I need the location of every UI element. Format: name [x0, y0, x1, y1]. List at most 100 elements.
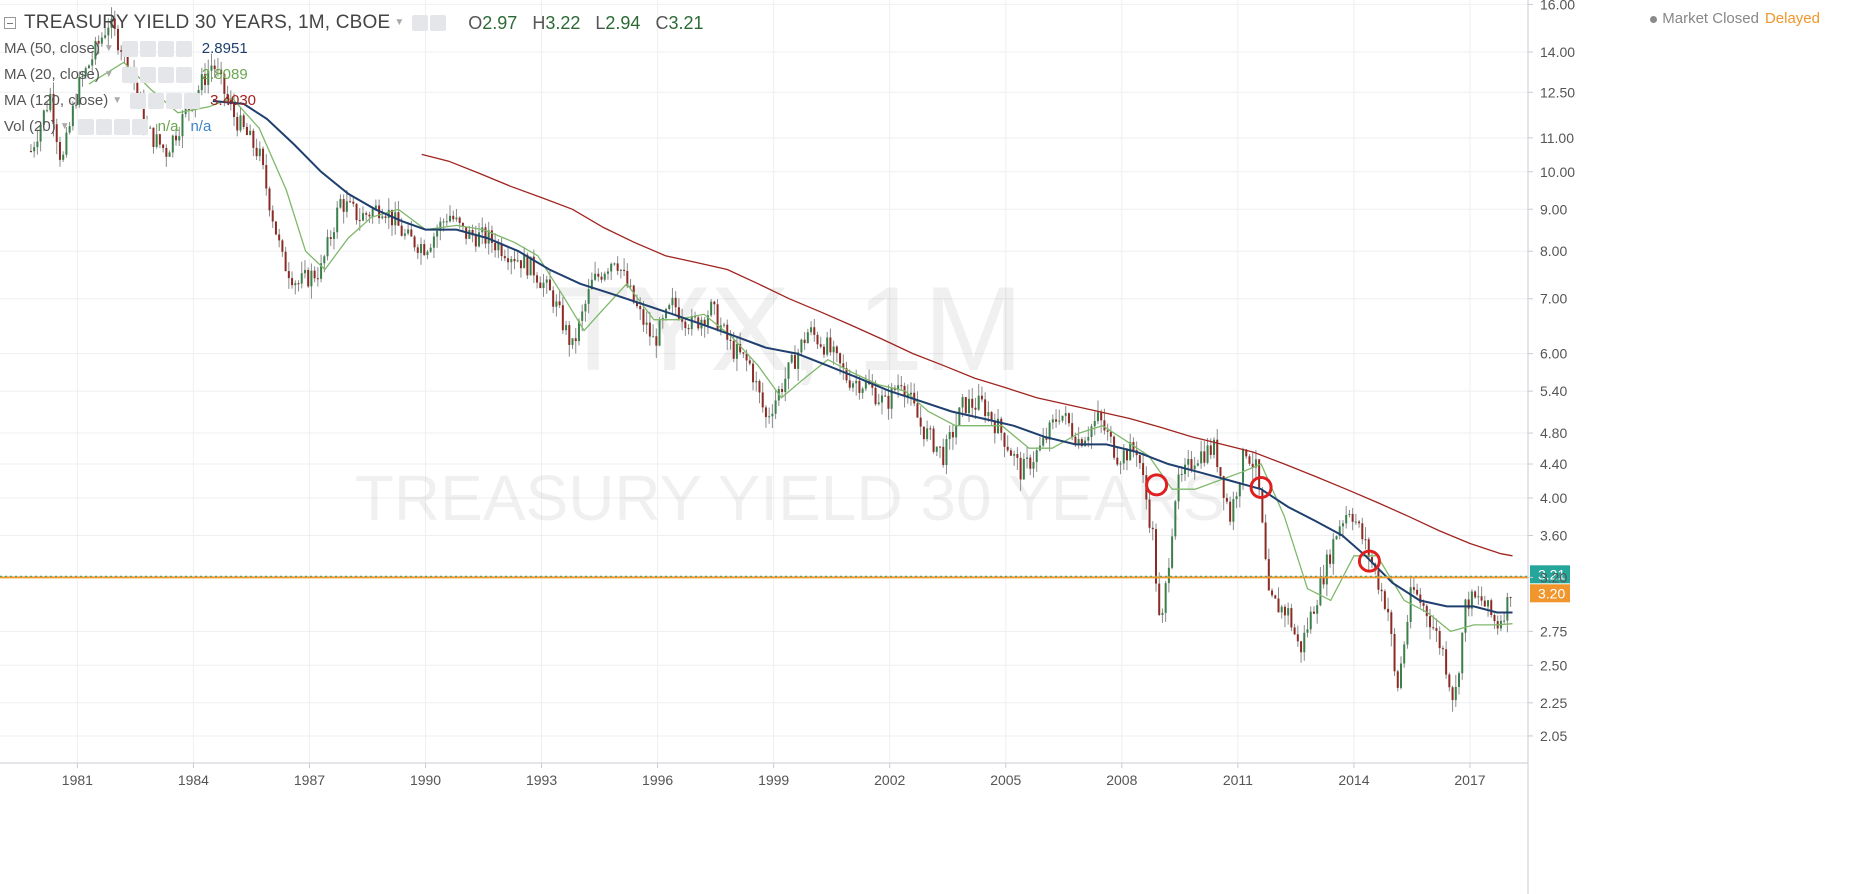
candle-body — [97, 40, 100, 44]
eye-icon[interactable] — [121, 67, 138, 83]
candle-body — [1093, 421, 1096, 427]
indicator-ma120[interactable]: MA (120, close) ▼ 3.4030 — [4, 88, 704, 114]
horizontal-lines: 3.213.20 — [0, 565, 1570, 603]
candle-body — [961, 397, 964, 408]
candle-body — [1274, 595, 1277, 599]
candle-body — [1319, 576, 1322, 606]
settings-icon[interactable] — [139, 67, 156, 83]
x-tick-label: 2002 — [874, 772, 905, 788]
candle-body — [1219, 467, 1222, 477]
settings-icon[interactable] — [95, 119, 112, 135]
candle-body — [484, 227, 487, 244]
plus-icon[interactable] — [157, 41, 174, 57]
candle-body — [436, 230, 439, 237]
candle-body — [216, 69, 219, 71]
candle-body — [1267, 559, 1270, 591]
y-tick-label: 8.00 — [1540, 243, 1567, 259]
candle-body — [584, 303, 587, 312]
candle-body — [552, 290, 555, 307]
close-icon[interactable] — [175, 41, 192, 57]
candle-body — [771, 413, 774, 417]
candle-body — [503, 256, 506, 259]
chevron-down-icon[interactable]: ▼ — [103, 43, 114, 54]
plus-icon[interactable] — [157, 67, 174, 83]
y-tick-label: 2.25 — [1540, 695, 1567, 711]
candle-body — [1406, 621, 1409, 645]
candle-body — [68, 126, 71, 133]
chevron-down-icon[interactable]: ▼ — [394, 17, 405, 28]
collapse-icon[interactable] — [4, 17, 16, 29]
candle-body — [922, 426, 925, 440]
candle-body — [613, 263, 616, 265]
chevron-down-icon[interactable]: ▼ — [112, 95, 123, 106]
low-key: L — [595, 13, 606, 33]
close-icon[interactable] — [131, 119, 148, 135]
time-axis[interactable]: 1981 1984 1987 1990 1993 1996 1999 2002 2005 2008… — [0, 762, 1528, 788]
candle-body — [887, 395, 890, 409]
candle-body — [768, 416, 771, 418]
candle-body — [1035, 450, 1038, 463]
candle-body — [684, 321, 687, 329]
candle-body — [784, 378, 787, 392]
candle-body — [104, 35, 107, 38]
candle-body — [1412, 587, 1415, 590]
price-axis[interactable]: 16.00 14.00 12.50 11.00 10.00 9.00 8.00 7.00 6.0… — [1527, 0, 1575, 894]
eye-icon[interactable] — [130, 93, 147, 109]
candle-body — [1335, 536, 1338, 540]
candle-body — [629, 285, 632, 287]
close-icon[interactable] — [184, 93, 201, 109]
candle-body — [168, 152, 171, 157]
chevron-down-icon[interactable]: ▼ — [59, 121, 70, 132]
moving-average-lines — [88, 61, 1513, 633]
candle-body — [1432, 627, 1435, 629]
candle-body — [1316, 605, 1319, 614]
candle-body — [906, 394, 909, 397]
candle-body — [1493, 614, 1496, 622]
settings-icon[interactable] — [139, 41, 156, 57]
candle-body — [478, 232, 481, 247]
candle-body — [313, 270, 316, 279]
candle-body — [239, 115, 242, 131]
candle-body — [33, 147, 36, 152]
candle-body — [1503, 620, 1506, 622]
candle-body — [42, 110, 45, 125]
candle-body — [642, 309, 645, 325]
eye-icon[interactable] — [77, 119, 94, 135]
candle-body — [758, 381, 761, 393]
candle-body — [1245, 449, 1248, 457]
candle-body — [1280, 606, 1283, 613]
settings-icon[interactable] — [148, 93, 165, 109]
candle-body — [1393, 633, 1396, 672]
candle-body — [326, 237, 329, 257]
settings-icon[interactable] — [430, 15, 447, 31]
eye-icon[interactable] — [121, 41, 138, 57]
candle-body — [110, 18, 113, 28]
candle-body — [806, 332, 809, 344]
candle-body — [1222, 476, 1225, 498]
candle-body — [1151, 527, 1154, 530]
candle-body — [1325, 554, 1328, 585]
close-icon[interactable] — [175, 67, 192, 83]
chevron-down-icon[interactable]: ▼ — [103, 69, 114, 80]
eye-icon[interactable] — [412, 15, 429, 31]
candle-body — [1042, 437, 1045, 446]
legend-title-row: TREASURY YIELD 30 YEARS, 1M, CBOE ▼ O2.9… — [4, 10, 704, 36]
candle-body — [568, 325, 571, 345]
candle-body — [200, 74, 203, 91]
indicator-ma50[interactable]: MA (50, close) ▼ 2.8951 — [4, 36, 704, 62]
candle-body — [1445, 649, 1448, 675]
candle-body — [926, 428, 929, 440]
annotation-circle — [1249, 475, 1273, 499]
candle-body — [1409, 587, 1412, 622]
candle-body — [316, 278, 319, 280]
plus-icon[interactable] — [113, 119, 130, 135]
candle-body — [590, 279, 593, 290]
candle-body — [652, 336, 655, 338]
ma-line — [88, 61, 1513, 633]
plus-icon[interactable] — [166, 93, 183, 109]
candle-body — [993, 420, 996, 434]
candle-body — [797, 352, 800, 369]
indicator-volume[interactable]: Vol (20) ▼ n/a n/a — [4, 114, 704, 140]
indicator-ma20[interactable]: MA (20, close) ▼ 2.8089 — [4, 62, 704, 88]
